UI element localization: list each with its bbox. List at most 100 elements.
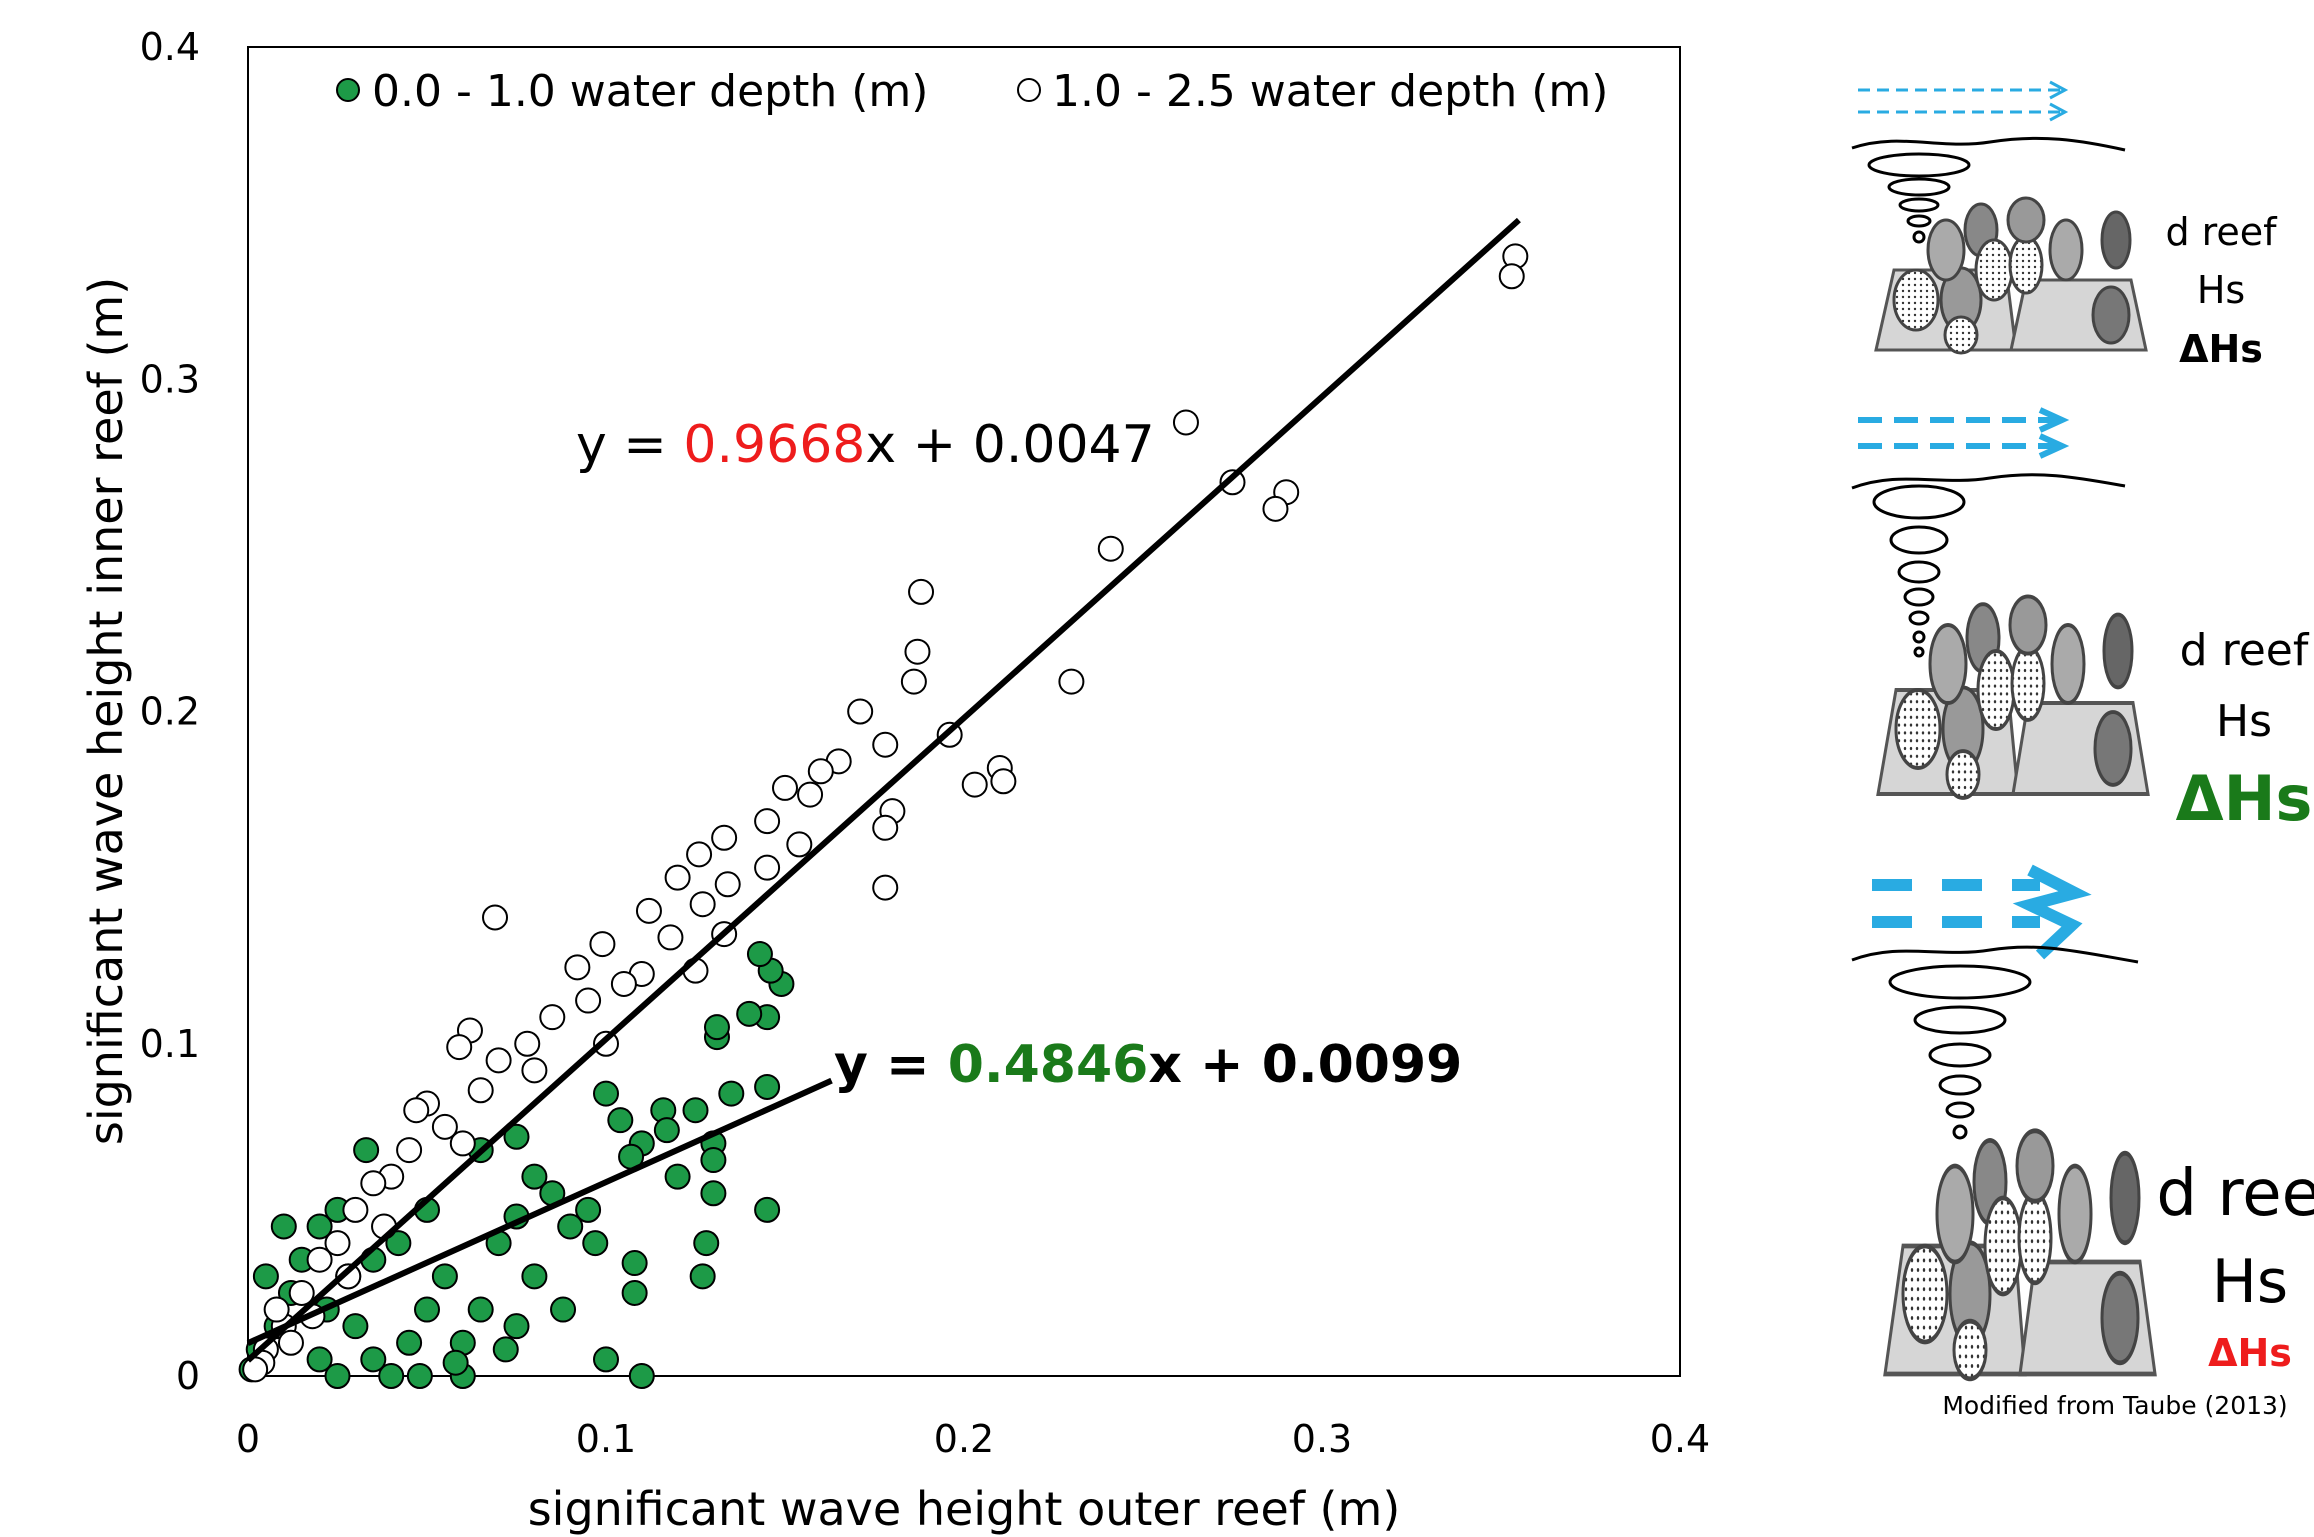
point: [557, 1213, 584, 1240]
point: [807, 758, 834, 785]
point: [686, 841, 713, 868]
point: [360, 1170, 387, 1197]
point: [342, 1196, 369, 1223]
point: [324, 1363, 351, 1389]
point: [610, 970, 637, 997]
point: [746, 941, 773, 968]
plot-frame: [247, 46, 1681, 1377]
point: [754, 1196, 781, 1223]
point: [693, 1230, 720, 1257]
point: [689, 1263, 716, 1290]
point: [786, 831, 813, 858]
legend-marker: [1017, 78, 1041, 102]
point: [653, 1117, 680, 1144]
point: [360, 1346, 387, 1373]
point: [503, 1123, 530, 1150]
point: [754, 854, 781, 881]
point: [961, 771, 988, 798]
point: [503, 1313, 530, 1340]
point: [514, 1030, 541, 1057]
point: [353, 1137, 380, 1164]
point: [900, 668, 927, 695]
delta-hs-label: ΔHs: [2179, 327, 2263, 371]
diagram-panel-2: [1851, 407, 2150, 800]
point: [324, 1230, 351, 1257]
diagram-panel-1: [1851, 80, 2148, 355]
x-tick-label: 0.1: [576, 1417, 636, 1461]
point: [414, 1296, 440, 1323]
point: [589, 931, 616, 958]
point: [872, 814, 899, 841]
equation-prefix: y =: [576, 415, 683, 475]
point: [539, 1004, 566, 1031]
series-1: [242, 243, 1529, 1383]
point: [593, 1346, 619, 1373]
depth-label: d reef: [2156, 1157, 2314, 1231]
point: [467, 1077, 494, 1104]
x-tick-label: 0.4: [1650, 1417, 1710, 1461]
y-tick-label: 0.3: [140, 357, 200, 401]
point: [521, 1163, 548, 1190]
legend-marker: [336, 78, 360, 102]
point: [703, 1014, 730, 1041]
point: [564, 954, 591, 981]
point: [1172, 409, 1199, 436]
point: [396, 1329, 423, 1356]
point: [550, 1296, 577, 1323]
point: [904, 638, 931, 665]
y-tick-label: 0: [176, 1354, 200, 1398]
depth-label: d reef: [2180, 625, 2310, 676]
point: [449, 1130, 476, 1157]
point: [242, 1356, 269, 1383]
point: [431, 1113, 458, 1140]
point: [664, 1163, 691, 1190]
point: [342, 1313, 369, 1340]
point: [270, 1213, 297, 1240]
point: [754, 1073, 781, 1100]
delta-hs-label: ΔHs: [2176, 762, 2313, 835]
point: [1262, 495, 1289, 522]
legend-label: 0.0 - 1.0 water depth (m): [372, 66, 928, 117]
depth-label: d reef: [2165, 210, 2278, 254]
point: [306, 1346, 333, 1373]
point: [1498, 263, 1525, 290]
point: [908, 578, 935, 605]
y-axis-title: significant wave height inner reef (m): [79, 277, 133, 1145]
point: [718, 1080, 745, 1107]
equation-intercept: 0.0047: [973, 415, 1155, 475]
y-tick-label: 0.2: [140, 690, 200, 734]
point: [385, 1230, 412, 1257]
point: [482, 904, 509, 931]
equation-intercept: 0.0099: [1262, 1035, 1463, 1095]
equation: y = 0.9668x + 0.0047: [576, 415, 1155, 475]
point: [714, 871, 741, 898]
equation-middle: x +: [1148, 1035, 1261, 1095]
point: [1058, 668, 1085, 695]
point: [492, 1336, 519, 1363]
equation-slope: 0.4846: [948, 1035, 1149, 1095]
point: [754, 808, 781, 835]
point: [593, 1080, 619, 1107]
point: [335, 1263, 362, 1290]
point: [467, 1296, 494, 1323]
trendline: [245, 217, 1521, 1363]
equation-prefix: y =: [834, 1035, 948, 1095]
point: [485, 1047, 512, 1074]
point: [575, 1196, 602, 1223]
point: [431, 1263, 458, 1290]
point: [263, 1296, 290, 1323]
hs-label: Hs: [2197, 268, 2245, 312]
point: [990, 768, 1017, 795]
delta-hs-label: ΔHs: [2208, 1331, 2292, 1375]
point: [700, 1147, 727, 1174]
point: [378, 1363, 405, 1389]
x-tick-label: 0.2: [934, 1417, 994, 1461]
credit: Modified from Taube (2013): [1942, 1391, 2287, 1420]
trendline: [246, 1077, 833, 1346]
legend-label: 1.0 - 2.5 water depth (m): [1052, 66, 1608, 117]
point: [575, 987, 602, 1014]
y-tick-label: 0.4: [140, 25, 200, 69]
point: [521, 1263, 548, 1290]
hs-label: Hs: [2216, 696, 2272, 747]
